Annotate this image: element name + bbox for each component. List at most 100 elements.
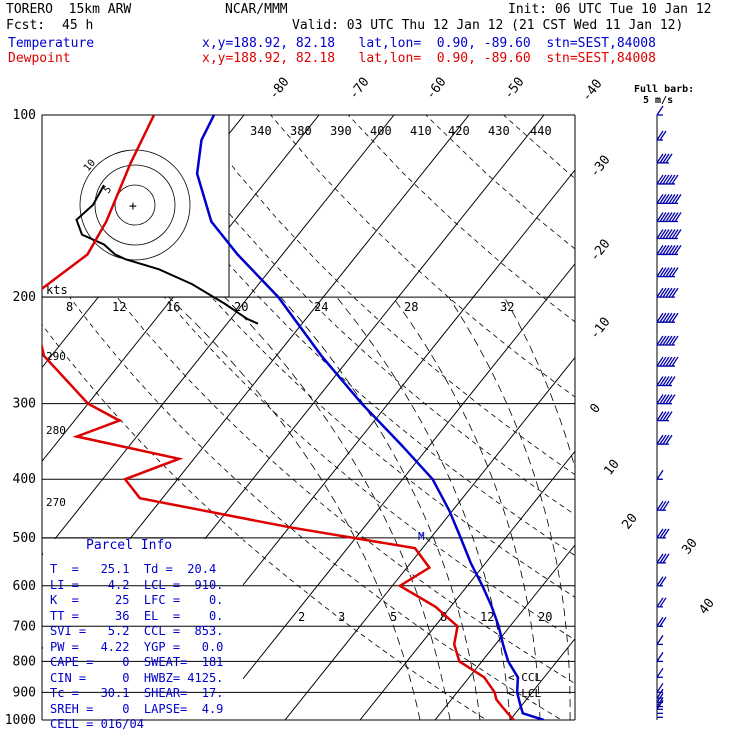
barb-flag bbox=[656, 105, 664, 116]
barb-flag bbox=[656, 245, 664, 255]
pressure-tick-label: 100 bbox=[13, 108, 36, 123]
moist-adiabat-label: 24 bbox=[314, 300, 328, 314]
moist-adiabat bbox=[504, 296, 575, 470]
barb-flag bbox=[659, 434, 667, 445]
parcel-info-title: Parcel Info bbox=[86, 538, 173, 553]
barb-flag bbox=[668, 376, 676, 386]
dry-adiabat bbox=[736, 115, 740, 733]
wind-barb bbox=[656, 130, 667, 141]
temperature-location: x,y=188.92, 82.18 lat,lon= 0.90, -89.60 … bbox=[202, 36, 656, 51]
barb-flag bbox=[662, 376, 670, 386]
barb-flag bbox=[665, 356, 673, 367]
isotherm-label: -40 bbox=[579, 77, 605, 105]
dewpoint-trace bbox=[42, 115, 515, 720]
barb-flag bbox=[656, 576, 664, 587]
wind-barb bbox=[656, 394, 676, 405]
barb-flag bbox=[659, 312, 667, 323]
isotherm-line bbox=[42, 115, 320, 463]
barb-flag bbox=[656, 688, 664, 699]
isotherm-label: -50 bbox=[501, 75, 527, 103]
wind-barb bbox=[656, 376, 676, 387]
barb-flag bbox=[659, 356, 667, 367]
pressure-tick-label: 1000 bbox=[5, 713, 36, 728]
barb-flag bbox=[662, 434, 670, 445]
dry-adiabat bbox=[192, 115, 575, 476]
barb-flag bbox=[659, 411, 667, 421]
theta-label: 340 bbox=[250, 124, 272, 138]
wind-barb bbox=[656, 194, 682, 205]
barb-flag bbox=[656, 229, 664, 239]
isotherm-line bbox=[735, 115, 740, 720]
dry-adiabat bbox=[76, 115, 575, 598]
barb-flag bbox=[662, 553, 670, 564]
theta-label: 380 bbox=[290, 124, 312, 138]
wind-barb bbox=[656, 267, 679, 278]
barb-flag bbox=[656, 667, 664, 678]
isotherm-label: -80 bbox=[266, 75, 292, 103]
parcel-info-row: K = 25 LFC = 0. bbox=[50, 593, 224, 607]
barb-flag bbox=[665, 411, 673, 421]
mixing-ratio-label: 12 bbox=[480, 610, 494, 624]
hodograph-ring bbox=[79, 149, 191, 261]
barb-flag bbox=[668, 287, 676, 298]
moist-adiabat-label: 8 bbox=[66, 300, 73, 314]
moist-adiabat bbox=[168, 296, 421, 720]
barb-flag bbox=[656, 376, 664, 386]
barb-flag bbox=[659, 229, 667, 239]
barb-legend-title: Full barb: bbox=[634, 84, 695, 95]
theta-label: 440 bbox=[530, 124, 552, 138]
barb-flag bbox=[665, 229, 673, 239]
dry-adiabat bbox=[347, 115, 575, 323]
wind-barb bbox=[656, 616, 667, 627]
pressure-tick-label: 400 bbox=[13, 472, 36, 487]
wind-barb bbox=[656, 688, 664, 699]
wind-barb bbox=[656, 667, 664, 678]
parcel-info-box bbox=[43, 538, 243, 720]
barb-flag bbox=[656, 553, 664, 564]
isotherm-label: 40 bbox=[696, 596, 717, 618]
barb-flag bbox=[662, 287, 670, 298]
barb-flag bbox=[671, 174, 679, 185]
barb-flag bbox=[656, 356, 664, 367]
wind-barb bbox=[656, 174, 679, 185]
isotherm-line bbox=[284, 356, 575, 720]
pressure-tick-label: 600 bbox=[13, 579, 36, 594]
wind-barb bbox=[656, 411, 673, 422]
barb-flag bbox=[662, 394, 670, 405]
barb-flag bbox=[668, 267, 676, 277]
barb-flag bbox=[668, 356, 676, 367]
wind-barb bbox=[656, 528, 670, 539]
isotherm-label: -30 bbox=[587, 153, 613, 181]
theta-left-label: 270 bbox=[46, 496, 66, 509]
barb-flag bbox=[671, 287, 679, 298]
barb-flag bbox=[668, 212, 676, 222]
barb-flag bbox=[674, 212, 682, 222]
barb-flag bbox=[668, 174, 676, 185]
parcel-info-row: SREH = 0 LAPSE= 4.9 bbox=[50, 701, 224, 716]
mixing-ratio-label: 20 bbox=[538, 610, 552, 624]
pressure-tick-label: 700 bbox=[13, 619, 36, 634]
dewpoint-legend: Dewpoint bbox=[8, 51, 71, 66]
wind-barb bbox=[656, 229, 682, 240]
wind-barb bbox=[656, 682, 664, 693]
isotherm-label: -20 bbox=[587, 237, 613, 265]
barb-flag bbox=[662, 212, 670, 222]
barb-flag bbox=[656, 130, 664, 141]
dry-adiabat bbox=[42, 257, 563, 720]
barb-flag bbox=[662, 335, 670, 346]
barb-flag bbox=[662, 528, 670, 539]
temperature-legend: Temperature bbox=[8, 36, 95, 51]
barb-flag bbox=[659, 597, 667, 608]
barb-flag bbox=[662, 312, 670, 323]
parcel-info-row: SVI = 5.2 CCL = 853. bbox=[50, 624, 224, 638]
moist-adiabat-label: 12 bbox=[112, 300, 126, 314]
wind-barb bbox=[656, 434, 673, 445]
parcel-info-row: CELL = 016/04 bbox=[50, 717, 144, 731]
parcel-info-row: LI = 4.2 LCL = 910. bbox=[50, 577, 224, 592]
wind-barb bbox=[656, 469, 664, 480]
barb-flag bbox=[671, 212, 679, 222]
theta-label: 410 bbox=[410, 124, 432, 138]
hodograph-trace bbox=[75, 184, 259, 325]
wind-barb bbox=[656, 597, 667, 608]
